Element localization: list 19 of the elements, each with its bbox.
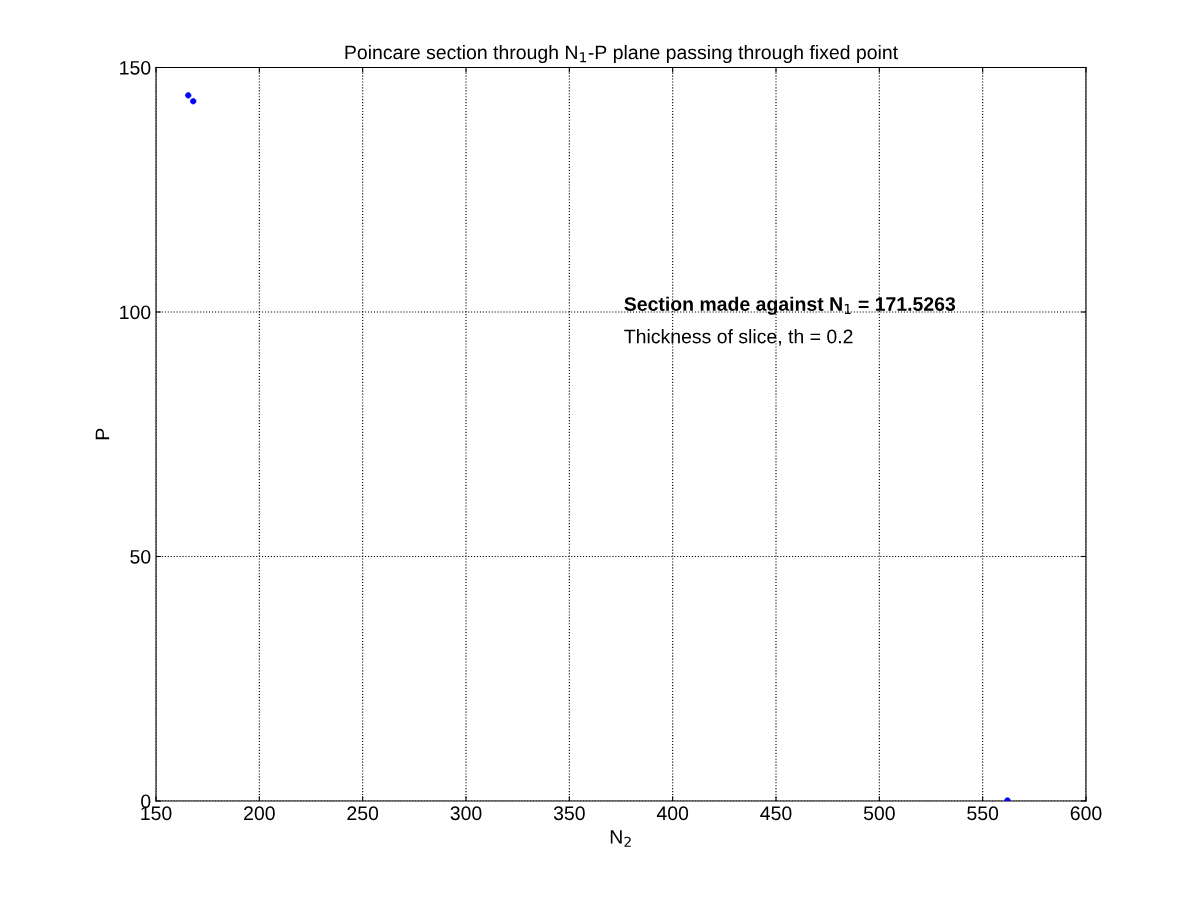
chart-title: Poincare section through N$_{1}$-P plane passing through fixed point: [345, 44, 898, 64]
y-tick-label: 150: [120, 60, 151, 75]
y-tick-label: 0: [141, 794, 151, 809]
x-tick-label: 450: [760, 806, 792, 821]
y-axis-title: P: [95, 428, 110, 440]
x-tick-label: 350: [553, 806, 585, 821]
y-tick-label: 50: [130, 549, 151, 564]
annotation: Thickness of slice, th = 0.2: [624, 329, 853, 346]
x-tick-label: 250: [347, 806, 379, 821]
x-tick-label: 150: [141, 806, 172, 821]
x-tick-label: 300: [450, 806, 482, 821]
x-axis-title: N$_{2}$: [610, 830, 631, 847]
x-tick-label: 400: [656, 806, 689, 821]
x-tick-label: 500: [863, 806, 895, 821]
x-tick-label: 200: [244, 806, 275, 821]
y-tick-label: 100: [120, 305, 151, 320]
x-tick-label: 550: [967, 806, 999, 821]
annotation: Section made against N$_{1}$ = 171.5263: [624, 296, 956, 315]
x-tick-label: 600: [1070, 806, 1102, 821]
